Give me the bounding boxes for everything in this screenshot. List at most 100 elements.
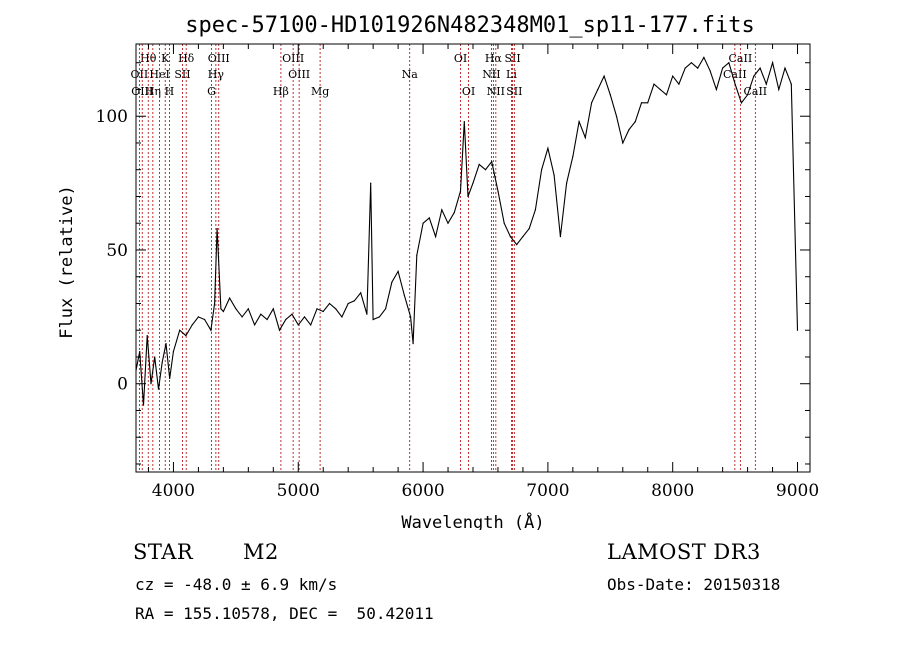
x-tick-label: 8000 — [651, 481, 694, 501]
line-label-2: Hδ — [178, 52, 195, 65]
spectrum-point-39 — [341, 316, 343, 318]
x-tick-label: 4000 — [152, 481, 195, 501]
spectrum-point-70 — [516, 244, 518, 246]
line-label-11: SII — [174, 68, 190, 81]
line-label-21: G — [207, 85, 216, 98]
spectrum-point-61 — [463, 121, 465, 123]
spectrum-point-14 — [197, 316, 199, 318]
line-label-4: OIII — [282, 52, 304, 65]
line-label-24: OI — [462, 85, 475, 98]
spectrum-point-11 — [179, 329, 181, 331]
spectrum-point-32 — [297, 324, 299, 326]
spectrum-point-88 — [628, 129, 630, 131]
spectrum-point-2 — [142, 404, 145, 406]
spectrum-point-37 — [328, 302, 331, 305]
spectrum-point-82 — [591, 102, 593, 104]
spectrum-point-79 — [572, 155, 574, 157]
spectrum-point-3 — [146, 335, 148, 337]
line-label-5: OI — [454, 52, 467, 65]
plot-frame — [135, 43, 811, 473]
line-label-15: NII — [482, 68, 500, 81]
x-tick-label: 6000 — [401, 481, 444, 501]
x-tick-label: 7000 — [526, 481, 569, 501]
x-tick-label: 9000 — [776, 481, 819, 501]
spectrum-point-6 — [157, 388, 160, 390]
spectrum-point-53 — [416, 254, 418, 256]
spectrum-point-94 — [665, 94, 668, 96]
line-label-16: Li — [506, 68, 517, 81]
spectrum-point-54 — [422, 222, 424, 224]
spectrum-point-101 — [709, 70, 711, 72]
spectrum-point-95 — [672, 75, 674, 77]
spectrum-point-63 — [472, 182, 474, 184]
redshift-cz: cz = -48.0 ± 6.9 km/s — [135, 575, 338, 594]
spectrum-point-92 — [653, 83, 655, 85]
x-tick-label: 5000 — [277, 481, 320, 501]
spectrum-point-21 — [229, 297, 231, 299]
spectrum-point-108 — [753, 75, 755, 77]
spectrum-point-41 — [353, 300, 355, 302]
spectrum-point-72 — [528, 228, 530, 230]
spectrum-point-100 — [703, 56, 705, 59]
spectrum-point-55 — [428, 217, 430, 219]
line-label-22: Hβ — [273, 85, 289, 98]
spectrum-point-85 — [609, 94, 611, 96]
spectrum-point-40 — [347, 302, 349, 305]
spectrum-point-69 — [509, 236, 511, 238]
spectrum-point-17 — [214, 302, 216, 305]
spectrum-point-12 — [185, 335, 187, 337]
spectrum-point-30 — [285, 318, 287, 321]
spectrum-point-33 — [303, 316, 306, 318]
spectrum-point-96 — [678, 83, 680, 85]
y-tick-label: 50 — [106, 241, 128, 261]
spectrum-point-29 — [278, 329, 281, 331]
spectrum-point-97 — [684, 67, 686, 69]
spectrum-point-56 — [435, 236, 437, 238]
line-label-3: OIII — [208, 52, 230, 65]
spectrum-point-109 — [759, 67, 761, 69]
spectrum-point-19 — [220, 308, 222, 310]
spectrum-point-36 — [322, 310, 324, 313]
spectrum-point-60 — [459, 190, 462, 192]
line-label-23: Mg — [311, 85, 329, 98]
spectrum-point-45 — [372, 318, 374, 321]
survey-name: LAMOST DR3 — [607, 540, 761, 564]
spectrum-point-87 — [622, 142, 624, 144]
spectrum-point-76 — [553, 174, 555, 176]
observation-date: Obs-Date: 20150318 — [607, 575, 781, 594]
line-label-12: Hγ — [208, 68, 225, 81]
line-label-18: OIII — [131, 85, 153, 98]
spectrum-chart: spec-57100-HD101926N482348M01_sp11-177.f… — [57, 13, 819, 530]
line-label-13: OIII — [288, 68, 310, 81]
spectrum-point-111 — [772, 62, 774, 64]
spectrum-point-46 — [378, 316, 380, 318]
spectrum-point-15 — [204, 318, 206, 321]
spectrum-point-5 — [154, 356, 156, 358]
line-label-6: Hα — [485, 52, 503, 65]
spectrum-point-114 — [790, 83, 792, 85]
spectrum-point-7 — [161, 361, 163, 363]
chart-title: spec-57100-HD101926N482348M01_sp11-177.f… — [185, 13, 755, 38]
x-axis-label: Wavelength (Å) — [401, 511, 544, 530]
spectrum-point-91 — [647, 102, 649, 104]
spectrum-point-22 — [235, 308, 237, 310]
spectrum-point-86 — [615, 115, 618, 117]
spectrum-point-71 — [522, 236, 524, 238]
line-label-25: NII — [487, 85, 505, 98]
spectrum-point-90 — [640, 102, 643, 104]
spectrum-point-67 — [497, 190, 499, 192]
object-class: STAR — [133, 540, 194, 564]
spectrum-point-57 — [441, 209, 443, 211]
spectrum-point-66 — [491, 161, 493, 163]
line-label-26: SII — [506, 85, 522, 98]
spectrum-point-103 — [722, 67, 724, 69]
spectrum-point-52 — [412, 343, 414, 345]
spectrum-point-78 — [566, 182, 568, 184]
spectrum-point-35 — [316, 308, 318, 310]
spectrum-point-93 — [659, 88, 661, 91]
axis-ticks: 4000 5000 6000 7000 8000 9000 0 50 100 — [96, 44, 819, 501]
spectrum-point-10 — [172, 351, 174, 353]
line-label-20: H — [165, 85, 175, 98]
spectrum-point-81 — [584, 137, 586, 139]
spectrum-point-89 — [634, 121, 636, 123]
